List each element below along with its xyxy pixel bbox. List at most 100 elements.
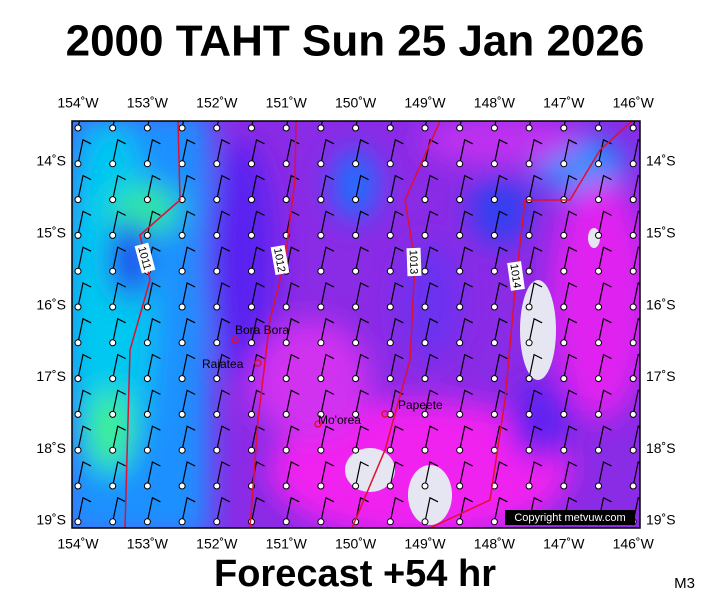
barb-station	[595, 231, 602, 239]
barb	[597, 317, 612, 343]
barb-station	[490, 339, 498, 347]
barb-station	[421, 196, 429, 204]
barb	[389, 174, 404, 200]
barb-station	[248, 518, 255, 526]
isobar-label-bg	[270, 244, 290, 276]
barb	[493, 210, 508, 236]
barb	[493, 246, 508, 272]
barb	[389, 496, 404, 522]
barb-station	[74, 446, 82, 454]
barb	[424, 317, 439, 343]
barb	[389, 210, 404, 236]
barb-station	[525, 124, 533, 132]
barb	[250, 138, 265, 164]
barb	[146, 174, 161, 200]
lat-label-right: 16˚S	[646, 296, 676, 312]
barb	[632, 317, 640, 343]
barb	[216, 389, 231, 415]
barb-station	[143, 231, 151, 239]
place-marker	[314, 420, 322, 428]
barb	[389, 138, 404, 164]
lat-label-left: 18˚S	[36, 440, 66, 456]
place-marker	[254, 359, 262, 367]
barb	[563, 282, 578, 308]
barb-station	[595, 482, 602, 490]
barb	[320, 496, 335, 522]
barb-station	[525, 482, 533, 490]
barb	[77, 425, 92, 451]
barb-station	[560, 446, 568, 454]
barb-station	[490, 267, 498, 275]
barb	[285, 496, 300, 522]
barb-station	[595, 446, 602, 454]
barb	[355, 138, 369, 164]
barb-station	[456, 446, 464, 454]
barb	[563, 353, 578, 379]
barb	[597, 389, 612, 415]
barb-station	[213, 446, 221, 454]
barb-station	[629, 160, 637, 168]
barb	[285, 317, 300, 343]
barb-station	[560, 410, 568, 418]
barb	[112, 425, 126, 451]
barb	[250, 317, 265, 343]
barb-station	[456, 518, 464, 526]
wind-field	[72, 121, 640, 528]
barb-station	[421, 303, 429, 311]
barb-station	[143, 446, 151, 454]
barb	[112, 353, 126, 379]
barb-station	[560, 160, 568, 168]
lat-label-right: 17˚S	[646, 368, 676, 384]
barb	[493, 425, 508, 451]
barb	[597, 246, 612, 272]
barb	[597, 353, 612, 379]
barb-station	[143, 410, 151, 418]
barb	[632, 138, 640, 164]
barb-station	[109, 124, 117, 132]
barb-station	[248, 231, 255, 239]
barb-station	[317, 410, 325, 418]
barb-station	[421, 375, 429, 383]
barb-station	[248, 160, 255, 168]
barb	[632, 282, 640, 308]
barb-station	[213, 410, 221, 418]
barb	[424, 174, 439, 200]
barb-station	[456, 410, 464, 418]
barb-station	[421, 231, 429, 239]
barb-station	[525, 410, 533, 418]
barb	[528, 389, 543, 415]
barb	[181, 389, 196, 415]
barb	[146, 425, 161, 451]
barb-station	[421, 339, 429, 347]
barb-station	[629, 446, 637, 454]
barb	[320, 210, 335, 236]
barb	[459, 174, 473, 200]
barb	[528, 174, 543, 200]
barb-station	[109, 231, 117, 239]
barb-station	[352, 482, 360, 490]
barb	[146, 389, 161, 415]
barb-station	[74, 267, 82, 275]
barb	[250, 174, 265, 200]
barb	[493, 138, 508, 164]
barb	[216, 138, 231, 164]
barb-station	[143, 303, 151, 311]
barb-station	[109, 303, 117, 311]
barb	[320, 138, 335, 164]
barb	[112, 496, 126, 522]
barb-station	[282, 518, 290, 526]
barb-station	[629, 410, 637, 418]
barb-station	[629, 267, 637, 275]
barb-station	[595, 375, 602, 383]
barb	[77, 317, 92, 343]
lon-label-bottom: 150˚W	[335, 536, 377, 552]
graticule-labels: 154˚W 154˚W 153˚W 153˚W 152˚W 152˚W 151˚W 151˚W…	[36, 95, 675, 552]
barb-station	[352, 375, 360, 383]
barb-station	[178, 446, 186, 454]
barb-station	[560, 231, 568, 239]
title: 2000 TAHT Sun 25 Jan 2026	[66, 17, 645, 66]
barb-station	[317, 196, 325, 204]
barb-station	[525, 267, 533, 275]
copyright: Copyright metvuw.com	[514, 512, 625, 524]
barb-station	[421, 482, 429, 490]
